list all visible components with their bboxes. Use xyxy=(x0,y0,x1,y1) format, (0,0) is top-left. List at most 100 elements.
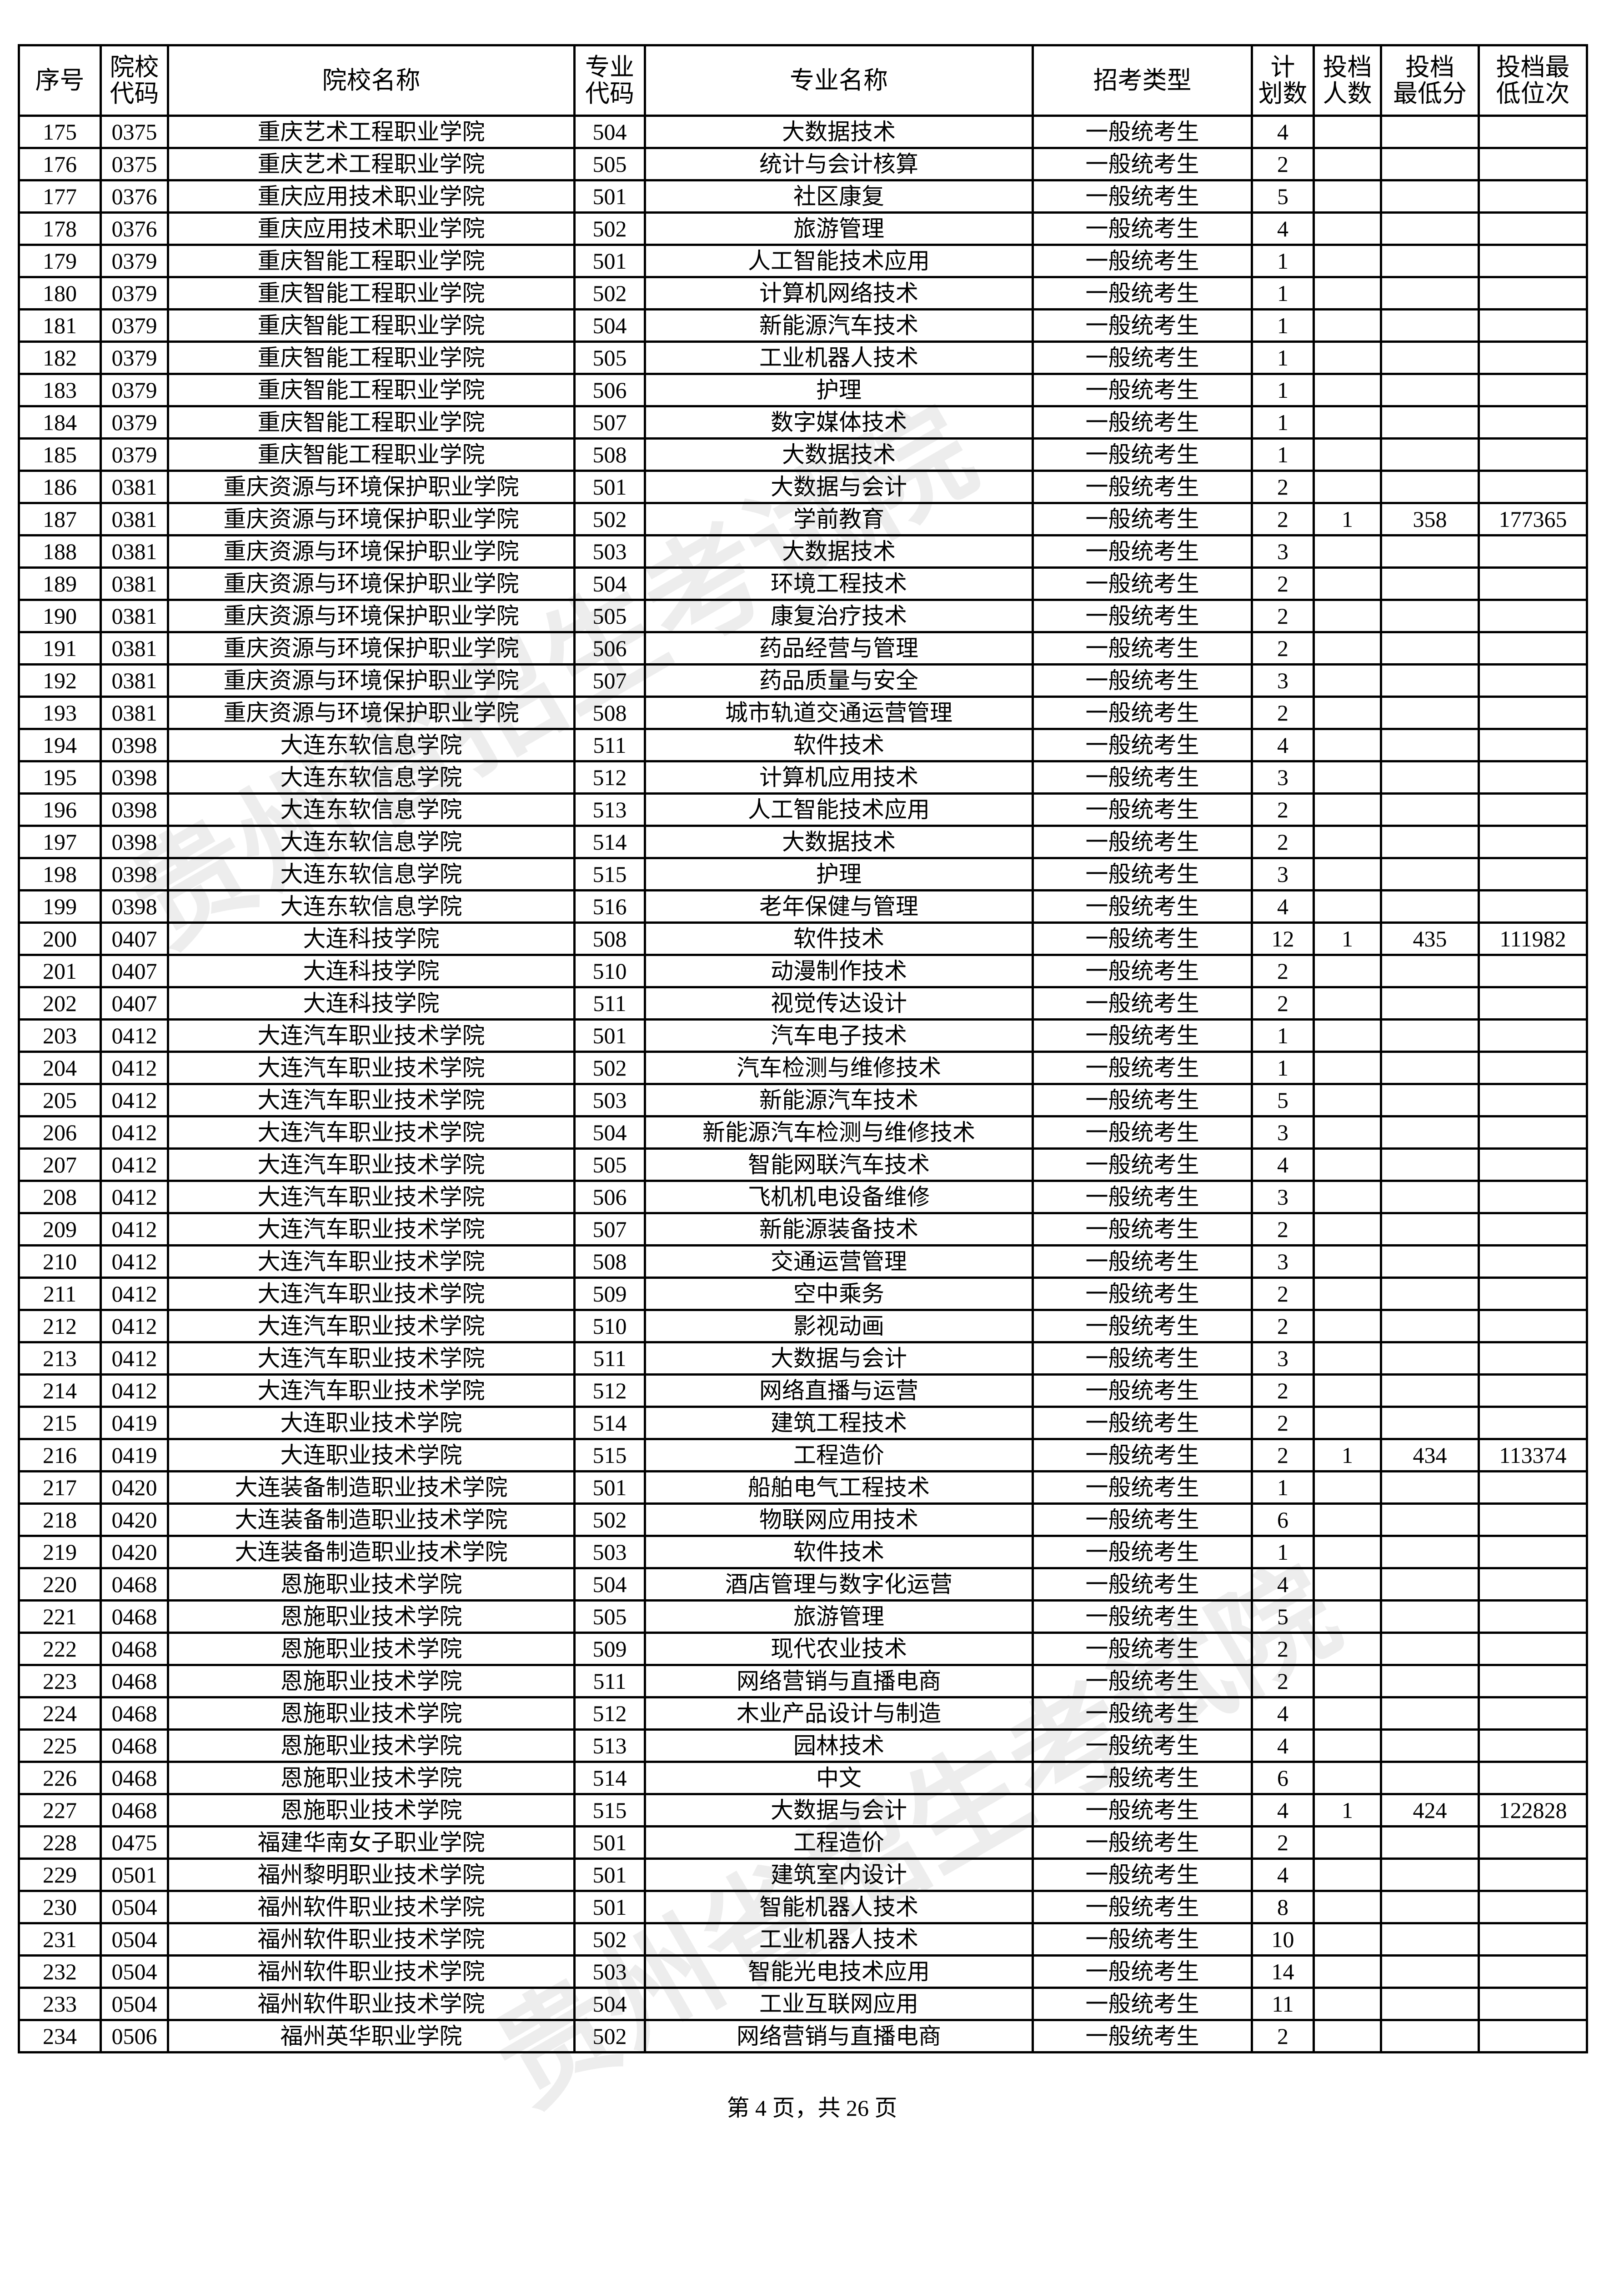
cell-exam-type: 一般统考生 xyxy=(1032,921,1253,956)
cell-school-code: 0468 xyxy=(100,1632,169,1666)
cell-major-name: 大数据与会计 xyxy=(644,470,1034,504)
cell-major-name: 旅游管理 xyxy=(644,211,1034,246)
cell-major-name: 软件技术 xyxy=(644,728,1034,762)
cell-min-score xyxy=(1380,211,1480,246)
cell-exam-type: 一般统考生 xyxy=(1032,1212,1253,1247)
cell-major-name: 康复治疗技术 xyxy=(644,599,1034,633)
cell-plan: 2 xyxy=(1251,1632,1315,1666)
cell-plan: 2 xyxy=(1251,954,1315,988)
cell-seq: 217 xyxy=(18,1470,102,1505)
cell-school-code: 0381 xyxy=(100,534,169,569)
cell-exam-type: 一般统考生 xyxy=(1032,211,1253,246)
cell-major-name: 新能源装备技术 xyxy=(644,1212,1034,1247)
cell-school-name: 重庆智能工程职业学院 xyxy=(167,405,576,440)
cell-school-code: 0412 xyxy=(100,1051,169,1085)
cell-exam-type: 一般统考生 xyxy=(1032,1825,1253,1860)
cell-school-code: 0501 xyxy=(100,1857,169,1892)
cell-admitted xyxy=(1313,1147,1382,1182)
cell-major-name: 人工智能技术应用 xyxy=(644,792,1034,827)
cell-major-code: 505 xyxy=(573,1599,646,1634)
cell-admitted xyxy=(1313,211,1382,246)
table-row: 210 0412 大连汽车职业技术学院 508 交通运营管理 一般统考生 3 xyxy=(18,1244,1588,1279)
cell-min-rank xyxy=(1478,792,1588,827)
cell-major-name: 药品经营与管理 xyxy=(644,631,1034,666)
table-row: 208 0412 大连汽车职业技术学院 506 飞机机电设备维修 一般统考生 3 xyxy=(18,1180,1588,1214)
cell-seq: 189 xyxy=(18,566,102,601)
cell-school-name: 大连汽车职业技术学院 xyxy=(167,1341,576,1376)
cell-min-score xyxy=(1380,437,1480,472)
cell-major-code: 501 xyxy=(573,179,646,214)
cell-min-rank xyxy=(1478,244,1588,278)
table-row: 217 0420 大连装备制造职业技术学院 501 船舶电气工程技术 一般统考生 1 xyxy=(18,1470,1588,1505)
cell-major-code: 504 xyxy=(573,1115,646,1150)
cell-school-name: 大连东软信息学院 xyxy=(167,792,576,827)
cell-school-code: 0379 xyxy=(100,340,169,375)
cell-seq: 200 xyxy=(18,921,102,956)
cell-school-code: 0381 xyxy=(100,566,169,601)
cell-plan: 2 xyxy=(1251,631,1315,666)
cell-major-name: 物联网应用技术 xyxy=(644,1502,1034,1537)
cell-exam-type: 一般统考生 xyxy=(1032,1470,1253,1505)
cell-major-code: 502 xyxy=(573,1502,646,1537)
cell-school-code: 0468 xyxy=(100,1728,169,1763)
cell-seq: 205 xyxy=(18,1083,102,1117)
cell-seq: 213 xyxy=(18,1341,102,1376)
cell-school-code: 0419 xyxy=(100,1406,169,1440)
cell-min-rank xyxy=(1478,728,1588,762)
cell-seq: 211 xyxy=(18,1277,102,1311)
cell-min-score xyxy=(1380,1244,1480,1279)
cell-exam-type: 一般统考生 xyxy=(1032,1696,1253,1731)
cell-school-code: 0381 xyxy=(100,631,169,666)
cell-plan: 4 xyxy=(1251,115,1315,149)
cell-plan: 2 xyxy=(1251,1277,1315,1311)
table-row: 186 0381 重庆资源与环境保护职业学院 501 大数据与会计 一般统考生 2 xyxy=(18,470,1588,504)
cell-seq: 199 xyxy=(18,889,102,924)
cell-major-code: 510 xyxy=(573,1309,646,1343)
cell-seq: 185 xyxy=(18,437,102,472)
cell-major-code: 512 xyxy=(573,1373,646,1408)
cell-major-name: 汽车电子技术 xyxy=(644,1018,1034,1053)
cell-major-code: 509 xyxy=(573,1277,646,1311)
cell-plan: 3 xyxy=(1251,1244,1315,1279)
cell-min-rank xyxy=(1478,179,1588,214)
cell-major-code: 507 xyxy=(573,663,646,698)
table-row: 225 0468 恩施职业技术学院 513 园林技术 一般统考生 4 xyxy=(18,1728,1588,1763)
cell-min-score xyxy=(1380,470,1480,504)
cell-min-score xyxy=(1380,1341,1480,1376)
cell-major-name: 智能光电技术应用 xyxy=(644,1954,1034,1989)
cell-admitted xyxy=(1313,1083,1382,1117)
cell-plan: 1 xyxy=(1251,437,1315,472)
cell-min-rank xyxy=(1478,857,1588,891)
cell-major-code: 508 xyxy=(573,1244,646,1279)
cell-school-code: 0379 xyxy=(100,373,169,407)
cell-seq: 207 xyxy=(18,1147,102,1182)
cell-min-score: 434 xyxy=(1380,1438,1480,1472)
cell-min-rank xyxy=(1478,954,1588,988)
table-row: 195 0398 大连东软信息学院 512 计算机应用技术 一般统考生 3 xyxy=(18,760,1588,795)
cell-school-name: 大连装备制造职业技术学院 xyxy=(167,1535,576,1569)
cell-exam-type: 一般统考生 xyxy=(1032,1244,1253,1279)
cell-admitted xyxy=(1313,566,1382,601)
cell-major-code: 508 xyxy=(573,696,646,730)
cell-school-name: 福建华南女子职业学院 xyxy=(167,1825,576,1860)
cell-major-code: 509 xyxy=(573,1632,646,1666)
cell-major-name: 社区康复 xyxy=(644,179,1034,214)
cell-school-name: 恩施职业技术学院 xyxy=(167,1664,576,1698)
cell-plan: 1 xyxy=(1251,405,1315,440)
cell-seq: 181 xyxy=(18,308,102,343)
cell-admitted xyxy=(1313,792,1382,827)
cell-major-code: 507 xyxy=(573,405,646,440)
cell-seq: 176 xyxy=(18,147,102,181)
header-school-code: 院校 代码 xyxy=(100,44,169,117)
cell-school-name: 重庆资源与环境保护职业学院 xyxy=(167,663,576,698)
cell-school-code: 0504 xyxy=(100,1987,169,2021)
table-row: 211 0412 大连汽车职业技术学院 509 空中乘务 一般统考生 2 xyxy=(18,1277,1588,1311)
cell-major-name: 老年保健与管理 xyxy=(644,889,1034,924)
cell-min-score xyxy=(1380,1890,1480,1924)
cell-min-score xyxy=(1380,1115,1480,1150)
cell-major-code: 511 xyxy=(573,728,646,762)
cell-admitted xyxy=(1313,1761,1382,1795)
cell-min-rank xyxy=(1478,1406,1588,1440)
cell-admitted xyxy=(1313,1180,1382,1214)
cell-seq: 210 xyxy=(18,1244,102,1279)
